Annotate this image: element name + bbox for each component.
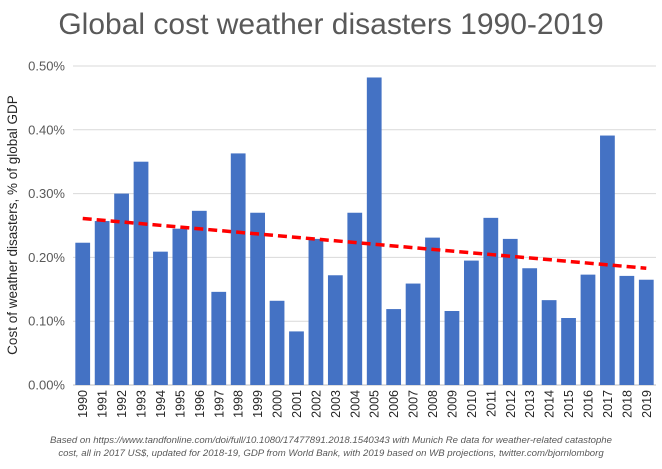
bar (75, 242, 91, 385)
x-tick-label: 2006 (387, 390, 401, 418)
x-tick-label: 1996 (193, 390, 207, 418)
gridlines (73, 65, 656, 386)
bar (580, 274, 596, 385)
bar (463, 260, 479, 385)
x-tick-label: 2000 (271, 390, 285, 418)
y-axis-ticks: 0.00% 0.10% 0.20% 0.30% 0.40% 0.50% (28, 59, 65, 393)
x-tick-label: 1997 (212, 390, 226, 418)
bar (327, 275, 343, 385)
x-tick-label: 1995 (173, 390, 187, 418)
bars (75, 77, 654, 385)
bar (308, 238, 324, 385)
x-tick-label: 2011 (484, 390, 498, 417)
y-tick-label: 0.20% (28, 250, 65, 265)
bar (600, 135, 615, 385)
x-tick-label: 2004 (348, 390, 362, 418)
chart-title: Global cost weather disasters 1990-2019 (58, 8, 604, 41)
bar (405, 283, 421, 385)
x-tick-label: 2012 (504, 390, 518, 418)
bar (619, 275, 635, 385)
footnote: Based on https://www.tandfonline.com/doi… (0, 434, 662, 460)
x-tick-label: 2007 (407, 390, 421, 418)
bar (638, 279, 654, 385)
x-tick-label: 2013 (523, 390, 537, 418)
x-tick-label: 1992 (115, 390, 129, 418)
x-tick-label: 2001 (290, 390, 304, 418)
trendline-line (82, 216, 647, 270)
x-tick-label: 2018 (620, 390, 634, 418)
footnote-line-1: Based on https://www.tandfonline.com/doi… (50, 435, 612, 446)
bar (541, 300, 557, 385)
footnote-line-2: cost, all in 2017 US$, updated for 2018-… (58, 448, 604, 459)
x-tick-label: 2016 (581, 390, 595, 418)
x-tick-label: 1993 (135, 390, 149, 418)
bar (386, 309, 402, 385)
bar (250, 212, 266, 385)
y-tick-label: 0.10% (28, 314, 65, 329)
bar (483, 217, 499, 385)
bar (269, 300, 285, 385)
bar (191, 210, 207, 385)
x-tick-label: 2005 (368, 390, 382, 418)
trendline (82, 216, 647, 270)
bar (502, 238, 518, 385)
x-tick-label: 1990 (76, 390, 90, 418)
x-tick-label: 2008 (426, 390, 440, 418)
bar (366, 77, 382, 385)
y-axis-label: Cost of weather disasters, % of global G… (5, 95, 20, 355)
x-tick-label: 2003 (329, 390, 343, 418)
x-tick-label: 2002 (309, 390, 323, 418)
bar (133, 161, 149, 385)
bar (522, 268, 538, 385)
bar (444, 310, 460, 385)
bar (561, 318, 576, 385)
bar (289, 331, 304, 385)
y-tick-label: 0.40% (28, 122, 65, 137)
bar (211, 291, 227, 385)
x-tick-label: 2015 (562, 390, 576, 418)
x-axis-ticks: 1990 1991 1992 1993 1994 1995 1996 1997 1998 1999… (76, 390, 654, 418)
bar (347, 212, 363, 385)
x-tick-label: 1999 (251, 390, 265, 418)
x-tick-label: 2014 (543, 390, 557, 418)
bar (94, 221, 110, 385)
y-tick-label: 0.50% (28, 59, 65, 74)
bar (172, 228, 188, 385)
bar (230, 153, 246, 385)
bar (425, 237, 440, 385)
y-tick-label: 0.30% (28, 186, 65, 201)
x-tick-label: 2010 (465, 390, 479, 418)
bar (153, 251, 168, 385)
x-tick-label: 1994 (154, 390, 168, 418)
x-tick-label: 1998 (232, 390, 246, 418)
bar (114, 193, 129, 385)
x-tick-label: 2019 (640, 390, 654, 418)
y-tick-label: 0.00% (28, 378, 65, 393)
x-tick-label: 1991 (96, 390, 110, 418)
x-tick-label: 2017 (601, 390, 615, 418)
x-tick-label: 2009 (445, 390, 459, 418)
